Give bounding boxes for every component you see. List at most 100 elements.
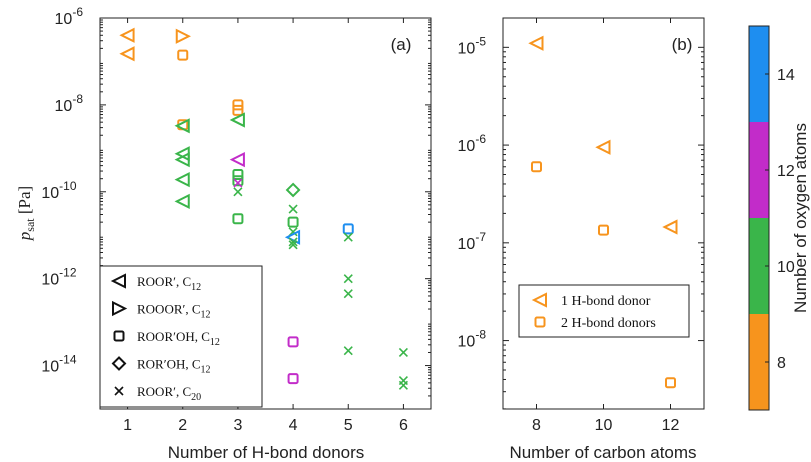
legend-entry-label: ROR′OH, C12 (137, 357, 211, 376)
data-point-triangle-left (174, 118, 190, 134)
x-stroke (343, 274, 353, 284)
tick-base: 10 (41, 359, 59, 376)
colorbar-segment (749, 122, 769, 218)
x-tick-label: 12 (662, 417, 680, 434)
y-tick-label: 10-8 (458, 328, 487, 351)
data-point-square (342, 223, 354, 235)
legend-subscript: 12 (210, 337, 220, 348)
legend-name: ROOR′, C (137, 384, 191, 399)
data-point-triangle-left (119, 27, 135, 43)
x-stroke (398, 380, 408, 390)
data-point-x (288, 237, 298, 247)
colorbar-ticks: 8 10 12 14 (765, 67, 795, 372)
panel-b-legend-items: 1 H-bond donor 2 H-bond donors (531, 292, 656, 331)
x-tick-label: 5 (344, 417, 353, 434)
y-axis-unit-text: [Pa] (15, 186, 34, 214)
data-point-square (232, 99, 244, 111)
x-tick-label: 8 (532, 417, 541, 434)
data-point-square (287, 216, 299, 228)
legend-name: ROR′OH, C (137, 357, 201, 372)
data-point-triangle-left (662, 219, 678, 235)
data-point-square (232, 104, 244, 116)
y-tick-label: 10-7 (458, 230, 487, 253)
colorbar-segment (749, 218, 769, 314)
colorbar-tick-label: 12 (777, 163, 795, 180)
x-tick-label: 10 (595, 417, 613, 434)
x-stroke (288, 204, 298, 214)
tick-base: 10 (458, 138, 476, 155)
data-point-triangle-left (174, 151, 190, 168)
tick-exponent: -8 (475, 328, 486, 342)
data-point-square (531, 161, 542, 173)
data-point-x (398, 380, 408, 390)
colorbar-tick-label: 10 (777, 259, 795, 276)
x-tick-label: 6 (399, 417, 408, 434)
colorbar-frame (748, 25, 770, 411)
x-tick-label: 1 (123, 417, 132, 434)
panel-a-label: (a) (391, 35, 412, 54)
tick-base: 10 (55, 11, 73, 28)
panel-b-legend-box (518, 284, 690, 338)
data-point-x (233, 187, 243, 197)
legend-marker-triangle-left (531, 292, 547, 308)
data-point-x (343, 232, 353, 242)
x-stroke (233, 187, 243, 197)
x-stroke (288, 240, 298, 250)
panel-b-label: (b) (672, 35, 693, 54)
data-point-square (232, 168, 244, 180)
x-stroke (398, 347, 408, 358)
legend-entry-label: ROOOR′, C12 (137, 302, 211, 321)
legend-marker-triangle-right (112, 300, 128, 317)
tick-exponent: -5 (475, 34, 486, 48)
data-point-x (343, 346, 353, 356)
tick-exponent: -6 (72, 5, 83, 19)
panel-b-legend: 1 H-bond donor 2 H-bond donors (518, 284, 690, 338)
panel-a-points (119, 27, 408, 390)
data-point-square (287, 336, 299, 348)
y-tick-label: 10-6 (55, 5, 84, 28)
data-point-x (343, 289, 353, 299)
y-axis-subscript: sat (23, 218, 37, 232)
x-stroke (233, 178, 243, 188)
y-tick-label: 10-8 (55, 92, 84, 115)
panel-b-x-axis-title: Number of carbon atoms (509, 443, 696, 462)
panel-b-points (528, 35, 678, 389)
tick-base: 10 (55, 98, 73, 115)
data-point-square (232, 175, 244, 187)
legend-marker-square (534, 316, 546, 328)
data-point-triangle-left (284, 229, 301, 245)
colorbar-label: Number of oxygen atoms (791, 123, 810, 313)
tick-base: 10 (458, 334, 476, 351)
data-point-x (288, 204, 298, 214)
panel-b-frame (502, 17, 705, 410)
data-point-square (232, 213, 244, 225)
x-stroke (288, 237, 298, 247)
legend-subscript: 12 (201, 310, 211, 321)
tick-base: 10 (41, 185, 59, 202)
legend-entry-label: ROOR′, C20 (137, 384, 201, 403)
legend-name: ROOR′, C (137, 274, 191, 289)
data-point-square (665, 377, 676, 389)
y-tick-label: 10-14 (41, 353, 76, 376)
colorbar-segment (749, 26, 769, 122)
legend-entry-label: ROOR′, C12 (137, 274, 201, 293)
x-stroke (343, 232, 353, 242)
tick-exponent: -8 (72, 92, 83, 106)
legend-subscript: 20 (191, 392, 201, 403)
y-tick-label: 10-12 (41, 266, 76, 289)
data-point-square (598, 224, 609, 236)
legend-entry-label: ROOR′OH, C12 (137, 329, 220, 348)
colorbar-segments (749, 26, 769, 410)
y-tick-label: 10-10 (41, 179, 76, 202)
data-point-square (287, 373, 299, 385)
tick-exponent: -10 (59, 179, 77, 193)
data-point-triangle-left (595, 139, 611, 155)
panel-a-frame (99, 17, 432, 410)
tick-exponent: -7 (475, 230, 486, 244)
y-axis-symbol: p (15, 232, 34, 242)
tick-base: 10 (458, 40, 476, 57)
x-stroke (343, 289, 353, 299)
